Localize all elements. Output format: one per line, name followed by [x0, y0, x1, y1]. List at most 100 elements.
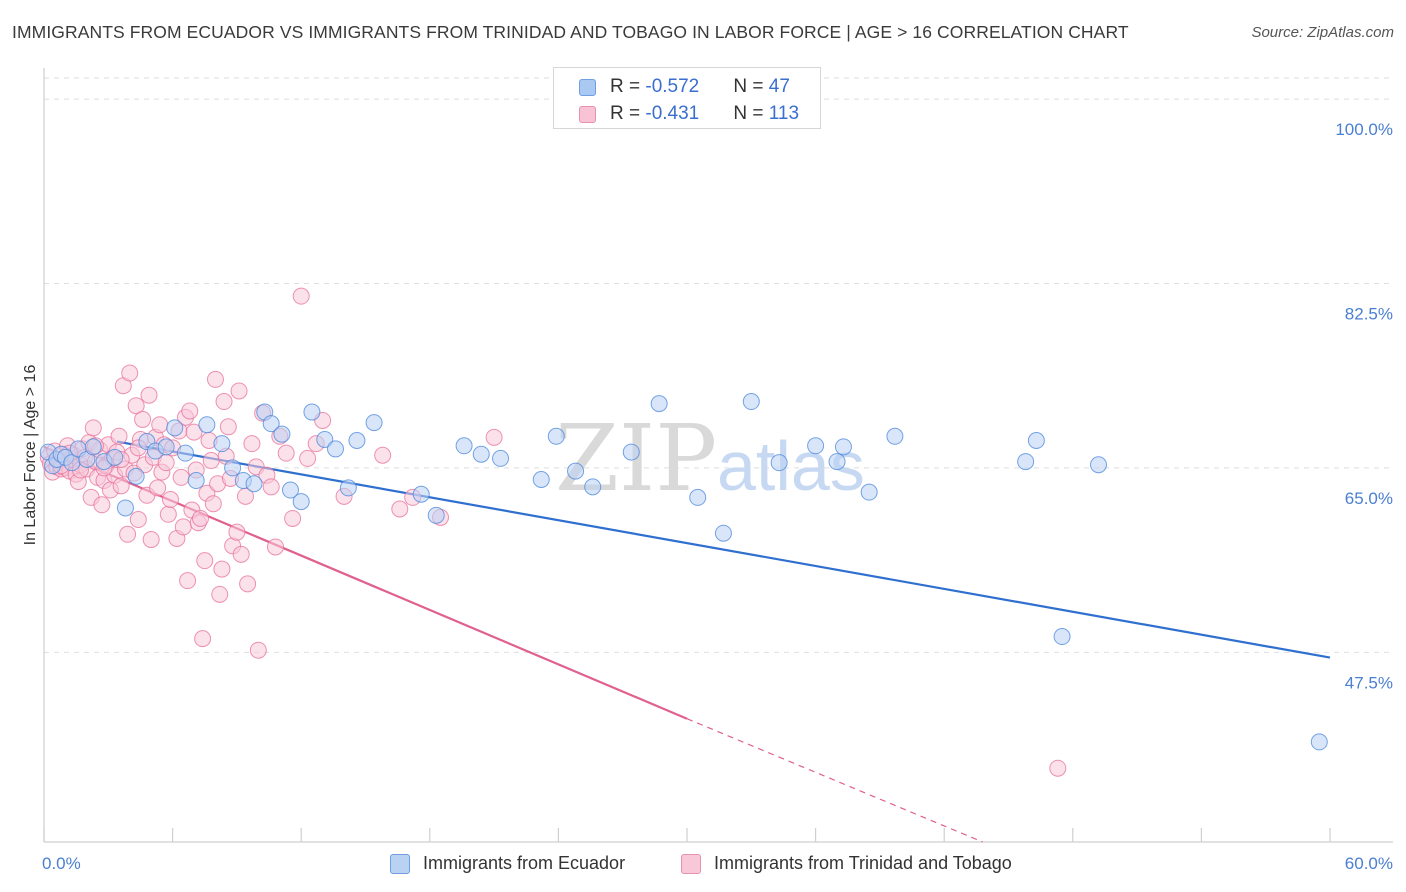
trinidad-point — [161, 491, 179, 509]
y-tick-label: 82.5% — [1345, 304, 1393, 323]
trinidad-point — [121, 364, 139, 382]
ecuador-point — [281, 481, 299, 499]
correlation-legend: R = -0.572 N = 47 R = -0.431 N = 113 — [553, 67, 821, 129]
ecuador-point — [339, 479, 357, 497]
y-tick-label: 47.5% — [1345, 673, 1393, 692]
trinidad-point — [110, 427, 128, 445]
ecuador-point — [412, 485, 430, 503]
trinidad-point — [179, 572, 197, 590]
trinidad-point — [194, 630, 212, 648]
ecuador-point — [547, 427, 565, 445]
tick-labels: 100.0% 82.5% 65.0% 47.5% 0.0% 60.0% — [42, 120, 1393, 873]
trinidad-point — [142, 531, 160, 549]
trinidad-point — [119, 525, 137, 543]
source-label: Source: ZipAtlas.com — [1251, 24, 1394, 41]
trinidad-point — [185, 423, 203, 441]
series-legend-ecuador: Immigrants from Ecuador — [390, 853, 625, 874]
legend-r-value: -0.572 — [645, 76, 700, 97]
trinidad-point — [127, 397, 145, 415]
ecuador-point — [157, 438, 175, 456]
gridlines — [44, 77, 1393, 653]
trinidad-point — [204, 495, 222, 513]
trinidad-point — [232, 545, 250, 563]
ecuador-point — [532, 470, 550, 488]
ecuador-point — [1310, 733, 1328, 751]
y-tick-label: 65.0% — [1345, 489, 1393, 508]
series-swatch-ecuador — [390, 853, 410, 874]
ecuador-point — [1027, 432, 1045, 450]
legend-row-trinidad: R = -0.431 N = 113 — [579, 101, 799, 127]
series-label-ecuador: Immigrants from Ecuador — [423, 853, 626, 873]
ecuador-point — [303, 403, 321, 421]
legend-swatch-trinidad — [579, 105, 596, 123]
ecuador-point — [273, 425, 291, 443]
trinidad-point — [1049, 759, 1067, 777]
watermark: ZIP atlas — [555, 405, 865, 512]
trinidad-point — [84, 419, 102, 437]
ecuador-point — [584, 478, 602, 496]
trinidad-point — [299, 449, 317, 467]
ecuador-point — [1053, 628, 1071, 646]
trinidad-point — [196, 552, 214, 570]
legend-n-value: 47 — [768, 76, 790, 97]
series-legend-trinidad: Immigrants from Trinidad and Tobago — [681, 853, 1012, 874]
series-swatch-trinidad — [681, 853, 701, 874]
trinidad-point — [211, 585, 229, 603]
ecuador-point — [316, 430, 334, 448]
ecuador-point — [427, 506, 445, 524]
trinidad-point — [277, 444, 295, 462]
ecuador-trendline — [116, 440, 1331, 659]
ecuador-point — [348, 432, 366, 450]
trinidad-point — [239, 575, 257, 593]
ecuador-point — [1017, 453, 1035, 471]
trinidad-point — [151, 416, 169, 434]
ecuador-point — [127, 467, 145, 485]
legend-r-label: R = — [610, 103, 646, 124]
ecuador-point — [455, 437, 473, 455]
trinidad-point — [266, 538, 284, 556]
trinidad-point — [374, 446, 392, 464]
ecuador-point — [472, 445, 490, 463]
trinidad-point — [159, 505, 177, 523]
y-tick-label: 100.0% — [1335, 120, 1393, 139]
ecuador-point — [326, 440, 344, 458]
ecuador-point — [365, 414, 383, 432]
ecuador-point — [770, 454, 788, 472]
legend-row-ecuador: R = -0.572 N = 47 — [579, 74, 790, 100]
trinidad-point — [134, 410, 152, 428]
legend-n-label: N = — [733, 103, 769, 124]
trinidad-point — [172, 468, 190, 486]
legend-n-label: N = — [733, 76, 769, 97]
ecuador-point — [714, 524, 732, 542]
series-label-trinidad: Immigrants from Trinidad and Tobago — [714, 853, 1012, 873]
ecuador-point — [166, 419, 184, 437]
trinidad-point — [284, 509, 302, 527]
trinidad-point — [485, 428, 503, 446]
trinidad-point — [219, 418, 237, 436]
trinidad-point — [202, 452, 220, 470]
trinidad-point — [213, 560, 231, 578]
ecuador-point — [650, 395, 668, 413]
ecuador-point — [828, 453, 846, 471]
ecuador-point — [1090, 456, 1108, 474]
ecuador-point — [262, 415, 280, 433]
ecuador-point — [187, 472, 205, 490]
ecuador-point — [116, 499, 134, 517]
trinidad-point — [262, 478, 280, 496]
x-tick-label: 0.0% — [42, 854, 81, 873]
trinidad-point — [149, 479, 167, 497]
trinidad-point — [230, 382, 248, 400]
trinidad-trendline-extension — [686, 718, 984, 843]
trinidad-point — [243, 435, 261, 453]
ecuador-point — [567, 462, 585, 480]
ecuador-point — [245, 475, 263, 493]
trinidad-point — [228, 523, 246, 541]
trinidad-point — [112, 477, 130, 495]
ecuador-point — [834, 438, 852, 456]
ecuador-point — [807, 437, 825, 455]
trinidad-point — [292, 287, 310, 305]
legend-swatch-ecuador — [579, 78, 596, 96]
data-points — [39, 287, 1328, 777]
legend-r-value: -0.431 — [645, 103, 700, 124]
